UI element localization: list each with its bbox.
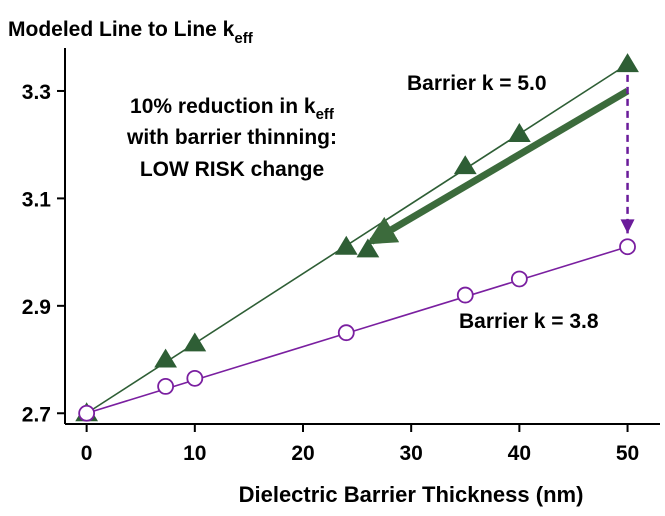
y-tick-label-2: 3.1 (22, 188, 52, 211)
marker-k50-4 (453, 155, 477, 175)
marker-k38-3 (337, 324, 355, 342)
dashed-arrow-head (620, 219, 635, 234)
marker-k50-2 (183, 332, 207, 352)
series-label-k50: Barrier k = 5.0 (407, 72, 547, 95)
marker-k50-3 (334, 235, 358, 255)
annotation-line-2: with barrier thinning: (126, 126, 337, 149)
x-ticks: 0 10 20 30 40 50 (81, 424, 639, 465)
annotation-line-1: 10% reduction in keff (130, 95, 335, 123)
arrows (366, 74, 635, 245)
marker-k38-4 (456, 286, 474, 304)
thick-arrow (366, 87, 630, 245)
series-line-1 (86, 245, 628, 415)
x-tick-label-5: 50 (616, 442, 639, 465)
x-tick-label-0: 0 (81, 442, 93, 465)
x-tick-label-2: 20 (291, 442, 314, 465)
y-tick-label-1: 2.9 (22, 296, 51, 319)
x-tick-label-4: 40 (508, 442, 531, 465)
marker-k38-5 (510, 270, 528, 288)
marker-k38-1 (157, 377, 175, 395)
chart-title-subscript: eff (234, 30, 253, 47)
series-line-0 (86, 63, 628, 414)
annotation-text: 10% reduction in keff with barrier thinn… (126, 95, 337, 181)
y-ticks: 2.7 2.9 3.1 3.3 (22, 81, 65, 426)
marker-k38-6 (619, 238, 636, 256)
y-tick-label-3: 3.3 (22, 81, 51, 104)
annotation-subscript: eff (316, 106, 335, 123)
series-lines (86, 63, 628, 415)
annotation-line-3: LOW RISK change (140, 158, 324, 181)
markers (75, 53, 639, 422)
marker-k50-1 (154, 348, 177, 368)
series-label-k38: Barrier k = 3.8 (459, 310, 599, 333)
marker-k38-0 (78, 404, 96, 422)
x-tick-label-1: 10 (183, 442, 206, 465)
x-tick-label-3: 30 (400, 442, 423, 465)
marker-k50-6 (616, 53, 639, 73)
y-tick-label-0: 2.7 (22, 403, 51, 426)
marker-k50-extra-0 (356, 238, 380, 258)
marker-k38-2 (186, 369, 204, 387)
x-axis-label: Dielectric Barrier Thickness (nm) (239, 482, 584, 507)
marker-k50-5 (507, 122, 531, 142)
chart-title: Modeled Line to Line keff (8, 18, 254, 47)
